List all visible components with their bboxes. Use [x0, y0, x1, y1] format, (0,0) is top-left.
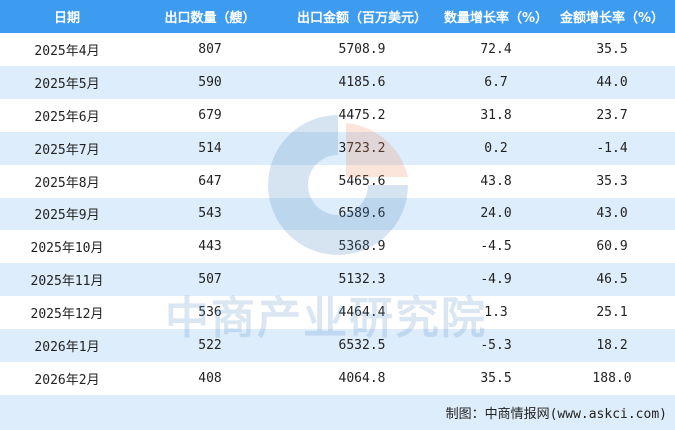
cell-value-growth: 25.1	[596, 305, 628, 321]
header-date: 日期	[53, 11, 81, 26]
cell-export-value: 5132.3	[338, 272, 386, 288]
cell-export-value: 4064.8	[338, 370, 386, 386]
header-value-growth: 金额增长率（%）	[559, 11, 665, 26]
cell-quantity-growth: 24.0	[480, 206, 512, 222]
cell-quantity-growth: -4.9	[480, 272, 512, 288]
table-row: 2025年8月 647 5465.6 43.8 35.3	[0, 165, 675, 198]
table-row: 2025年11月 507 5132.3 -4.9 46.5	[0, 263, 675, 297]
cell-date: 2025年12月	[30, 307, 104, 323]
cell-export-quantity: 408	[198, 370, 222, 386]
cell-export-quantity: 507	[198, 272, 222, 288]
header-export-quantity: 出口数量（艘）	[164, 11, 256, 26]
cell-export-quantity: 543	[198, 206, 222, 222]
cell-value-growth: -1.4	[596, 140, 628, 156]
cell-value-growth: 44.0	[596, 74, 628, 90]
table-row: 2025年6月 679 4475.2 31.8 23.7	[0, 99, 675, 132]
cell-quantity-growth: -5.3	[480, 338, 512, 354]
header-export-value: 出口金额（百万美元）	[296, 11, 428, 26]
table-row: 2026年2月 408 4064.8 35.5 188.0	[0, 362, 675, 395]
cell-export-quantity: 443	[198, 239, 222, 255]
table-header: 日期 出口数量（艘） 出口金额（百万美元） 数量增长率（%） 金额增长率（%）	[0, 0, 675, 33]
cell-date: 2025年10月	[30, 241, 104, 257]
table-row: 2025年9月 543 6589.6 24.0 43.0	[0, 197, 675, 231]
cell-export-value: 5465.6	[338, 173, 386, 189]
table-row: 2026年1月 522 6532.5 -5.3 18.2	[0, 329, 675, 362]
table-row: 2025年4月 807 5708.9 72.4 35.5	[0, 33, 675, 66]
cell-export-quantity: 590	[198, 74, 222, 90]
cell-value-growth: 35.3	[596, 173, 628, 189]
cell-export-quantity: 647	[198, 173, 222, 189]
table-row: 2025年12月 536 4464.4 1.3 25.1	[0, 296, 675, 329]
cell-date: 2025年7月	[34, 142, 100, 158]
cell-quantity-growth: 6.7	[484, 74, 508, 90]
table-row: 2025年7月 514 3723.2 0.2 -1.4	[0, 131, 675, 165]
cell-export-value: 6532.5	[338, 338, 386, 354]
cell-value-growth: 43.0	[596, 206, 628, 222]
cell-quantity-growth: 1.3	[484, 305, 508, 321]
footer: 制图：中商情报网(www.askci.com)	[0, 395, 675, 430]
cell-date: 2026年1月	[34, 340, 100, 356]
cell-value-growth: 188.0	[592, 370, 632, 386]
cell-export-quantity: 679	[198, 107, 222, 123]
table-row: 2025年5月 590 4185.6 6.7 44.0	[0, 65, 675, 99]
cell-export-value: 4464.4	[338, 305, 386, 321]
cell-date: 2025年6月	[34, 109, 100, 125]
cell-quantity-growth: 72.4	[480, 41, 512, 57]
cell-quantity-growth: 0.2	[484, 140, 508, 156]
cell-date: 2025年5月	[34, 76, 100, 92]
cell-quantity-growth: 31.8	[480, 107, 512, 123]
cell-export-value: 5708.9	[338, 41, 386, 57]
table-row: 2025年10月 443 5368.9 -4.5 60.9	[0, 230, 675, 263]
cell-value-growth: 46.5	[596, 272, 628, 288]
cell-value-growth: 60.9	[596, 239, 628, 255]
source-credit: 制图：中商情报网(www.askci.com)	[445, 407, 667, 422]
cell-date: 2025年9月	[34, 208, 100, 224]
cell-quantity-growth: -4.5	[480, 239, 512, 255]
cell-export-value: 4475.2	[338, 107, 386, 123]
cell-date: 2025年8月	[34, 175, 100, 191]
cell-quantity-growth: 35.5	[480, 370, 512, 386]
cell-quantity-growth: 43.8	[480, 173, 512, 189]
header-quantity-growth: 数量增长率（%）	[443, 11, 549, 26]
cell-export-quantity: 536	[198, 305, 222, 321]
cell-date: 2026年2月	[34, 372, 100, 388]
cell-export-value: 4185.6	[338, 74, 386, 90]
cell-value-growth: 35.5	[596, 41, 628, 57]
cell-export-value: 5368.9	[338, 239, 386, 255]
cell-value-growth: 23.7	[596, 107, 628, 123]
cell-date: 2025年4月	[34, 43, 100, 59]
cell-export-quantity: 522	[198, 338, 222, 354]
cell-export-value: 3723.2	[338, 140, 386, 156]
cell-export-value: 6589.6	[338, 206, 386, 222]
cell-export-quantity: 514	[198, 140, 222, 156]
cell-value-growth: 18.2	[596, 338, 628, 354]
cell-date: 2025年11月	[30, 274, 104, 290]
cell-export-quantity: 807	[198, 41, 222, 57]
